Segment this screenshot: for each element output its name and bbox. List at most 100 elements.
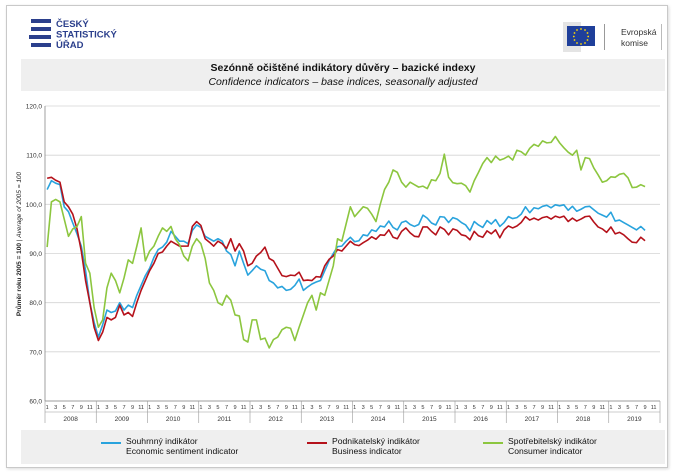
grid-lines (44, 105, 660, 402)
y-axis-label: Průměr roku 2005 = 100 | Average of 2005… (15, 171, 23, 316)
x-tick-label-month: 9 (80, 405, 83, 411)
legend-label-economic-en: Economic sentiment indicator (126, 446, 239, 456)
chart-svg: 60,0 70,0 80,0 90,0 100,0 110,0 120,0 Průměr r… (15, 104, 661, 423)
x-tick-label-year: 2013 (320, 416, 335, 423)
x-tick-label-month: 7 (122, 405, 125, 411)
x-axis: 1 3 5 7 9 11 1 3 5 7 9 11 1 3 5 7 9 11 1 3 5 7 9 11 1 3 5 7 9 11 1 3 5 7 9… (44, 400, 661, 423)
x-tick-label-month: 7 (430, 405, 433, 411)
x-tick-label-month: 3 (208, 405, 211, 411)
x-tick-label-month: 5 (114, 405, 117, 411)
x-tick-label-month: 3 (618, 405, 621, 411)
x-tick-label-month: 5 (319, 405, 322, 411)
x-tick-label-year: 2015 (422, 416, 437, 423)
x-tick-label-month: 1 (97, 405, 100, 411)
x-tick-label-month: 7 (71, 405, 74, 411)
x-tick-label-month: 9 (285, 405, 288, 411)
x-tick-label-month: 9 (541, 405, 544, 411)
x-tick-label-month: 7 (481, 405, 484, 411)
x-tick-label-year: 2011 (217, 416, 231, 423)
x-tick-label-month: 7 (379, 405, 382, 411)
x-tick-label-month: 1 (353, 405, 356, 411)
figure-frame: ČESKÝ STATISTICKÝ ÚŘAD Evropská komise S… (6, 5, 668, 468)
x-tick-label-month: 1 (507, 405, 510, 411)
x-tick-label-month: 11 (497, 405, 503, 411)
x-tick-label-month: 9 (182, 405, 185, 411)
x-tick-label-month: 7 (327, 405, 330, 411)
series-line-business (46, 176, 646, 342)
legend-swatch-economic (101, 442, 121, 444)
ec-logo-line2: komise (621, 38, 648, 48)
x-tick-label-month: 5 (216, 405, 219, 411)
x-tick-label-year: 2012 (268, 416, 283, 423)
x-tick-label-year: 2019 (627, 416, 642, 423)
x-tick-label-year: 2014 (371, 416, 386, 423)
y-tick-label: 90,0 (29, 251, 42, 258)
x-tick-label-month: 5 (575, 405, 578, 411)
x-tick-label-month: 3 (413, 405, 416, 411)
eu-stars-icon (572, 28, 590, 45)
csu-logo-line3: ÚŘAD (56, 39, 84, 51)
x-tick-label-month: 7 (635, 405, 638, 411)
x-tick-label-year: 2010 (166, 416, 181, 423)
legend-label-economic-cz: Souhrnný indikátor (126, 436, 198, 446)
x-tick-label-month: 11 (599, 405, 605, 411)
x-tick-label-month: 11 (343, 405, 349, 411)
x-tick-label-month: 11 (446, 405, 452, 411)
y-tick-label: 80,0 (29, 300, 42, 307)
y-axis-label-bold: Průměr roku 2005 = 100 (15, 243, 23, 317)
y-axis-label-italic: Average of 2005 = 100 (16, 171, 23, 238)
x-tick-label-month: 11 (651, 405, 657, 411)
x-tick-label-month: 1 (456, 405, 459, 411)
x-tick-label-month: 3 (567, 405, 570, 411)
x-tick-label-month: 1 (46, 405, 49, 411)
y-tick-label: 70,0 (29, 349, 42, 356)
x-tick-label-month: 9 (336, 405, 339, 411)
x-tick-label-month: 5 (268, 405, 271, 411)
x-tick-label-month: 3 (54, 405, 57, 411)
ec-logo: Evropská komise (563, 22, 662, 52)
legend-label-consumer-en: Consumer indicator (508, 446, 583, 456)
x-tick-label-year: 2018 (576, 416, 591, 423)
x-tick-label-month: 7 (225, 405, 228, 411)
legend-label-business-en: Business indicator (332, 446, 402, 456)
legend-label-consumer-cz: Spotřebitelský indikátor (508, 436, 597, 446)
csu-logo: ČESKÝ STATISTICKÝ ÚŘAD (29, 18, 118, 51)
x-tick-label-month: 9 (490, 405, 493, 411)
x-tick-label-month: 9 (643, 405, 646, 411)
x-tick-label-month: 3 (157, 405, 160, 411)
legend-swatch-business (307, 442, 327, 444)
legend-swatch-consumer (483, 442, 503, 444)
x-tick-label-month: 11 (241, 405, 247, 411)
x-tick-label-month: 7 (532, 405, 535, 411)
x-tick-label-month: 3 (515, 405, 518, 411)
x-tick-label-month: 11 (394, 405, 400, 411)
x-tick-label-month: 3 (362, 405, 365, 411)
series-lines (46, 135, 646, 349)
x-tick-label-month: 1 (609, 405, 612, 411)
csu-logo-line2: STATISTICKÝ (56, 29, 118, 41)
ec-logo-line1: Evropská (621, 27, 657, 37)
x-tick-label-month: 1 (302, 405, 305, 411)
x-tick-label-month: 11 (87, 405, 93, 411)
x-tick-label-month: 11 (292, 405, 298, 411)
x-tick-label-year: 2016 (473, 416, 488, 423)
x-tick-label-month: 3 (105, 405, 108, 411)
y-tick-label: 110,0 (26, 153, 42, 160)
chart-title: Sezónně očištěné indikátory důvěry – baz… (210, 62, 476, 74)
x-tick-label-month: 3 (259, 405, 262, 411)
x-tick-label-month: 11 (189, 405, 195, 411)
x-tick-label-year: 2017 (525, 416, 540, 423)
y-tick-label: 120,0 (26, 104, 43, 111)
y-tick-label: 100,0 (26, 202, 43, 209)
x-tick-label-month: 3 (464, 405, 467, 411)
x-tick-label-month: 1 (199, 405, 202, 411)
x-tick-label-month: 5 (524, 405, 527, 411)
series-line-economic (46, 179, 646, 338)
legend: Souhrnný indikátor Economic sentiment in… (21, 430, 665, 464)
x-tick-label-month: 1 (148, 405, 151, 411)
x-tick-label-month: 9 (233, 405, 236, 411)
x-tick-label-month: 9 (387, 405, 390, 411)
x-tick-label-month: 9 (131, 405, 134, 411)
series-line-consumer (46, 135, 646, 349)
x-tick-label-month: 3 (310, 405, 313, 411)
